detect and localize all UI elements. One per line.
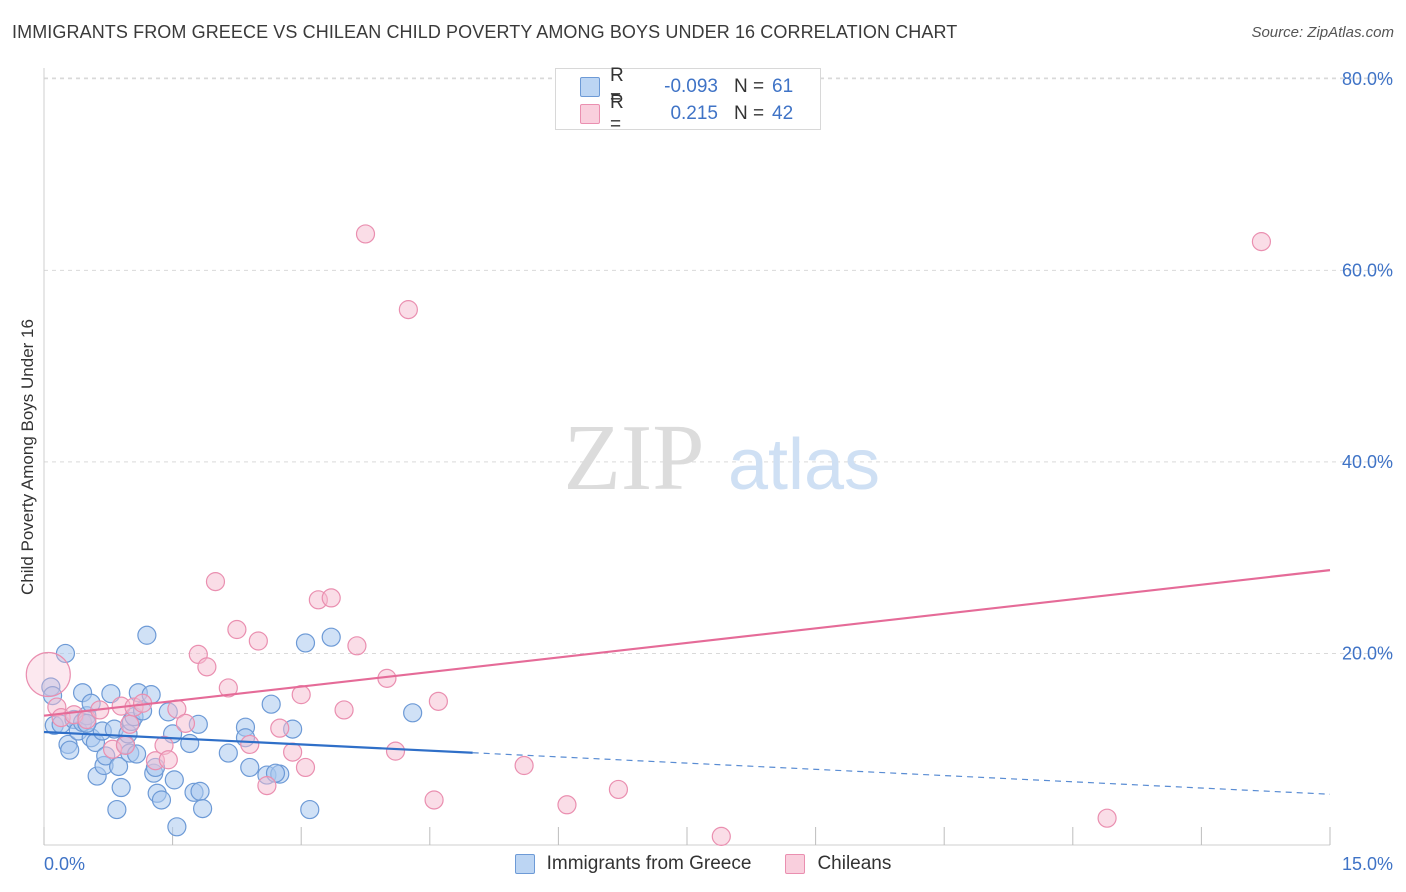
chileans-point xyxy=(257,776,277,796)
chileans-point xyxy=(175,713,196,733)
greece-swatch xyxy=(580,77,600,97)
chileans-point xyxy=(428,691,448,711)
x-tick-label-right: 15.0% xyxy=(1342,854,1393,874)
legend-item-greece[interactable]: Immigrants from Greece xyxy=(514,853,752,875)
stats-row-greece: R = -0.093 N = 61 xyxy=(580,65,794,108)
gridlines xyxy=(44,77,1392,654)
chileans-point xyxy=(283,742,303,762)
chileans-point xyxy=(424,790,444,810)
r-label: R = xyxy=(610,65,624,108)
chileans-swatch xyxy=(580,104,600,124)
series-chileans-points xyxy=(25,224,1272,846)
chileans-point xyxy=(1097,808,1117,828)
greece-point xyxy=(111,777,131,798)
greece-point xyxy=(180,733,200,754)
r-value: 0.215 xyxy=(670,103,718,124)
watermark: ZIP atlas xyxy=(564,406,881,510)
n-value: 42 xyxy=(772,103,794,124)
chileans-point xyxy=(197,657,217,677)
y-tick-label: 20.0% xyxy=(1342,643,1393,663)
x-tick-label-left: 0.0% xyxy=(44,854,85,874)
y-tick-label: 80.0% xyxy=(1342,69,1393,89)
greece-point xyxy=(108,756,129,777)
greece-point xyxy=(60,740,80,760)
chileans-point xyxy=(248,631,268,651)
y-tick-label: 60.0% xyxy=(1342,260,1393,280)
source-credit: Source: ZipAtlas.com xyxy=(1251,24,1394,41)
r-value: -0.093 xyxy=(664,76,718,97)
stats-legend: R = -0.093 N = 61 R = 0.215 N = 42 xyxy=(555,65,821,135)
chileans-legend-swatch xyxy=(785,854,806,874)
chileans-trend-line xyxy=(43,569,1331,717)
n-label: N = xyxy=(734,103,765,124)
watermark-zip: ZIP xyxy=(564,406,705,510)
greece-point xyxy=(295,633,316,653)
trend-lines xyxy=(43,569,1331,795)
greece-point xyxy=(164,770,184,790)
chileans-legend-label: Chileans xyxy=(817,853,892,874)
greece-point xyxy=(190,781,210,801)
chileans-point xyxy=(334,700,354,720)
series-greece-points xyxy=(41,625,423,837)
legend-item-chileans[interactable]: Chileans xyxy=(785,853,891,875)
chileans-point xyxy=(355,224,376,244)
stats-row-chileans: R = 0.215 N = 42 xyxy=(580,92,794,135)
greece-legend-swatch xyxy=(514,854,535,874)
series-legend: Immigrants from Greece Chileans xyxy=(0,852,1406,876)
greece-legend-label: Immigrants from Greece xyxy=(546,853,752,874)
chileans-point xyxy=(270,718,290,738)
greece-point xyxy=(101,684,121,704)
y-tick-labels: 20.0% 40.0% 60.0% 80.0% xyxy=(1342,69,1393,664)
chileans-point xyxy=(557,795,577,815)
y-axis-label: Child Poverty Among Boys Under 16 xyxy=(18,319,37,595)
chileans-point xyxy=(218,678,238,698)
greece-point xyxy=(107,799,127,820)
greece-point xyxy=(261,694,281,714)
greece-trend-line-extrapolated xyxy=(472,752,1331,795)
greece-point xyxy=(151,790,172,810)
greece-point xyxy=(321,627,341,647)
x-tick-labels: 0.0% 15.0% xyxy=(44,854,1393,874)
chileans-point xyxy=(120,714,140,734)
chileans-point xyxy=(115,735,136,755)
greece-point xyxy=(403,703,423,723)
greece-trend-line xyxy=(43,730,473,754)
chileans-point xyxy=(608,779,629,800)
watermark-atlas: atlas xyxy=(728,425,880,505)
chileans-point xyxy=(514,755,534,776)
y-tick-label: 40.0% xyxy=(1342,452,1393,472)
chileans-point xyxy=(158,750,178,770)
chileans-point xyxy=(711,826,731,846)
r-label: R = xyxy=(610,92,624,135)
greece-point xyxy=(240,757,260,778)
greece-point xyxy=(137,625,157,645)
chileans-point xyxy=(240,734,260,755)
greece-point xyxy=(218,743,238,763)
chileans-point xyxy=(205,572,226,592)
chileans-point xyxy=(398,300,418,320)
greece-point xyxy=(167,817,187,837)
greece-point xyxy=(193,799,213,819)
chileans-point xyxy=(25,651,71,698)
chileans-point xyxy=(385,741,406,761)
n-value: 61 xyxy=(772,76,794,97)
chileans-point xyxy=(1251,232,1272,252)
chileans-point xyxy=(321,588,341,608)
chileans-point xyxy=(227,619,247,640)
chart-title: IMMIGRANTS FROM GREECE VS CHILEAN CHILD … xyxy=(12,22,958,42)
chileans-point xyxy=(347,636,367,656)
greece-point xyxy=(300,799,320,820)
chileans-point xyxy=(295,757,316,778)
n-label: N = xyxy=(734,76,765,97)
